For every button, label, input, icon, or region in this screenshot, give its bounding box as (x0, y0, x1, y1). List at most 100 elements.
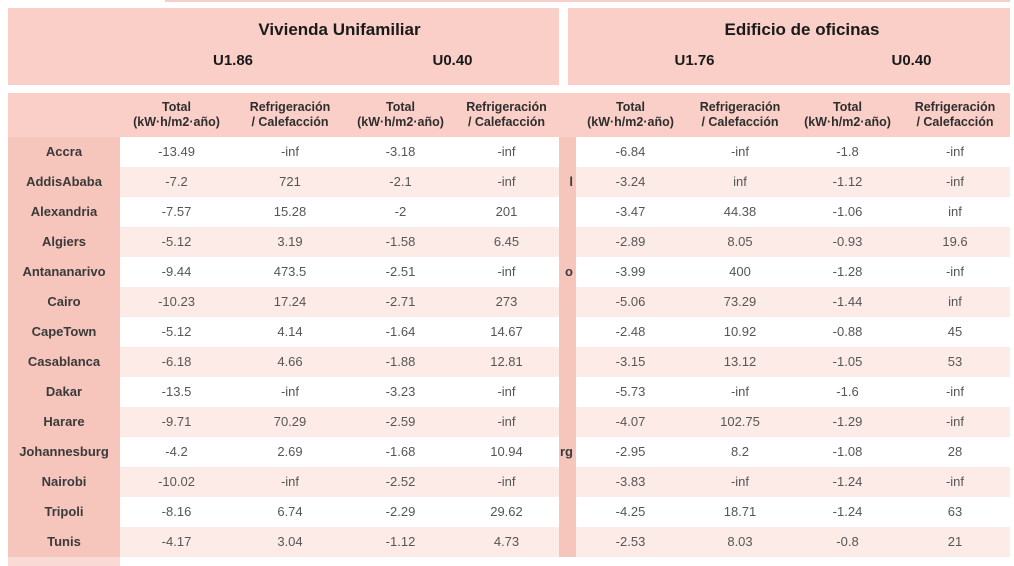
value-cell: -1.12 (832, 174, 863, 189)
city-name-cell: CapeTown (8, 317, 120, 347)
value-cell: 12.81 (490, 354, 523, 369)
column-header-line2: (kW·h/m2·año) (587, 115, 674, 129)
table-row: Tripoli -8.16 6.74 -2.29 29.62 (8, 497, 559, 527)
value-cell: inf (733, 174, 747, 189)
value-cell: 8.2 (730, 444, 750, 459)
left-table-title: Vivienda Unifamiliar (258, 20, 421, 39)
table-row: l -3.24 inf -1.12 -inf (559, 167, 1010, 197)
value-cell: -2.71 (385, 294, 416, 309)
table-row: -2.89 8.05 -0.93 19.6 (559, 227, 1010, 257)
value-cell: 44.38 (723, 204, 757, 219)
table-row: -3.47 44.38 -1.06 inf (559, 197, 1010, 227)
city-fragment-cell (559, 497, 576, 527)
value-cell: -inf (945, 144, 965, 159)
city-name-cell: Cairo (8, 287, 120, 317)
city-fragment-cell: o (559, 257, 576, 287)
value-cell: 10.92 (723, 324, 757, 339)
value-cell: -7.57 (161, 204, 192, 219)
value-cell: -1.05 (832, 354, 863, 369)
value-cell: -inf (497, 474, 516, 489)
city-name-cell: Accra (8, 137, 120, 167)
left-u-value-2: U0.40 (432, 52, 473, 69)
table-row: Johannesburg -4.2 2.69 -1.68 10.94 (8, 437, 559, 467)
value-cell: 73.29 (723, 294, 757, 309)
value-cell: -1.28 (832, 264, 863, 279)
city-name-cell: Tripoli (8, 497, 120, 527)
left-city-column-header-spacer (8, 93, 120, 137)
city-fragment-cell: l (559, 167, 576, 197)
column-header-line1: Total (833, 100, 862, 114)
table-row: -5.73 -inf -1.6 -inf (559, 377, 1010, 407)
value-cell: -1.29 (832, 414, 863, 429)
value-cell: -2.89 (615, 234, 646, 249)
column-header-line1: Total (616, 100, 645, 114)
value-cell: -4.17 (161, 534, 192, 549)
value-cell: inf (948, 204, 962, 219)
value-cell: -inf (945, 264, 965, 279)
value-cell: -1.68 (385, 444, 416, 459)
table-row: AddisAbaba -7.2 721 -2.1 -inf (8, 167, 559, 197)
table-row: CapeTown -5.12 4.14 -1.64 14.67 (8, 317, 559, 347)
value-cell: -3.18 (385, 144, 416, 159)
city-fragment-cell (559, 407, 576, 437)
left-u-value-1: U1.86 (212, 52, 254, 69)
value-cell: 8.05 (727, 234, 753, 249)
city-name-cell: Alexandria (8, 197, 120, 227)
column-header-total-2: Total (kW·h/m2·año) (347, 93, 454, 137)
table-row: -4.07 102.75 -1.29 -inf (559, 407, 1010, 437)
table-row: rg -2.95 8.2 -1.08 28 (559, 437, 1010, 467)
value-cell: 14.67 (490, 324, 523, 339)
value-cell: 3.19 (277, 234, 303, 249)
city-fragment-cell (559, 137, 576, 167)
value-cell: -6.84 (615, 144, 646, 159)
table-row: -6.84 -inf -1.8 -inf (559, 137, 1010, 167)
table-row: Harare -9.71 70.29 -2.59 -inf (8, 407, 559, 437)
city-fragment-cell (559, 467, 576, 497)
value-cell: -10.02 (158, 474, 195, 489)
value-cell: 17.24 (273, 294, 307, 309)
table-row: Accra -13.49 -inf -3.18 -inf (8, 137, 559, 167)
city-fragment-cell (559, 197, 576, 227)
value-cell: -3.15 (615, 354, 646, 369)
value-cell: 53 (947, 354, 963, 369)
value-cell: -13.49 (158, 144, 195, 159)
city-column-bottom-remnant (8, 557, 120, 566)
right-column-header-row: Total (kW·h/m2·año) Refrigeración / Cale… (559, 93, 1010, 137)
column-header-refrigeracion-1: Refrigeración / Calefacción (233, 93, 347, 137)
right-table-title: Edificio de oficinas (724, 20, 880, 39)
city-name-cell: Harare (8, 407, 120, 437)
table-row: Casablanca -6.18 4.66 -1.88 12.81 (8, 347, 559, 377)
column-header-refrigeracion-2: Refrigeración / Calefacción (454, 93, 559, 137)
value-cell: -2.95 (615, 444, 646, 459)
right-table-rows: -6.84 -inf -1.8 -inf l -3.24 inf -1.12 -inf -3.47… (559, 137, 1010, 557)
column-header-line2: (kW·h/m2·año) (133, 115, 220, 129)
value-cell: -5.73 (615, 384, 646, 399)
city-fragment-cell (559, 377, 576, 407)
value-cell: -9.44 (161, 264, 192, 279)
table-row: Algiers -5.12 3.19 -1.58 6.45 (8, 227, 559, 257)
value-cell: 4.14 (277, 324, 303, 339)
value-cell: -2.1 (389, 174, 412, 189)
value-cell: -5.06 (615, 294, 646, 309)
value-cell: -1.24 (832, 504, 863, 519)
left-column-header-row: Total (kW·h/m2·año) Refrigeración / Cale… (8, 93, 559, 137)
city-fragment-text: o (565, 264, 573, 279)
value-cell: 45 (947, 324, 963, 339)
value-cell: inf (948, 294, 962, 309)
table-row: -4.25 18.71 -1.24 63 (559, 497, 1010, 527)
column-header-refrigeracion-1: Refrigeración / Calefacción (685, 93, 795, 137)
value-cell: -3.24 (615, 174, 646, 189)
value-cell: -inf (497, 144, 516, 159)
value-cell: -inf (497, 264, 516, 279)
table-row: -3.83 -inf -1.24 -inf (559, 467, 1010, 497)
value-cell: -1.12 (385, 534, 416, 549)
value-cell: -1.44 (832, 294, 863, 309)
value-cell: -inf (497, 414, 516, 429)
value-cell: 3.04 (277, 534, 303, 549)
value-cell: 400 (729, 264, 751, 279)
value-cell: -3.99 (615, 264, 646, 279)
table-row: -3.15 13.12 -1.05 53 (559, 347, 1010, 377)
value-cell: -0.8 (836, 534, 859, 549)
value-cell: -inf (945, 474, 965, 489)
